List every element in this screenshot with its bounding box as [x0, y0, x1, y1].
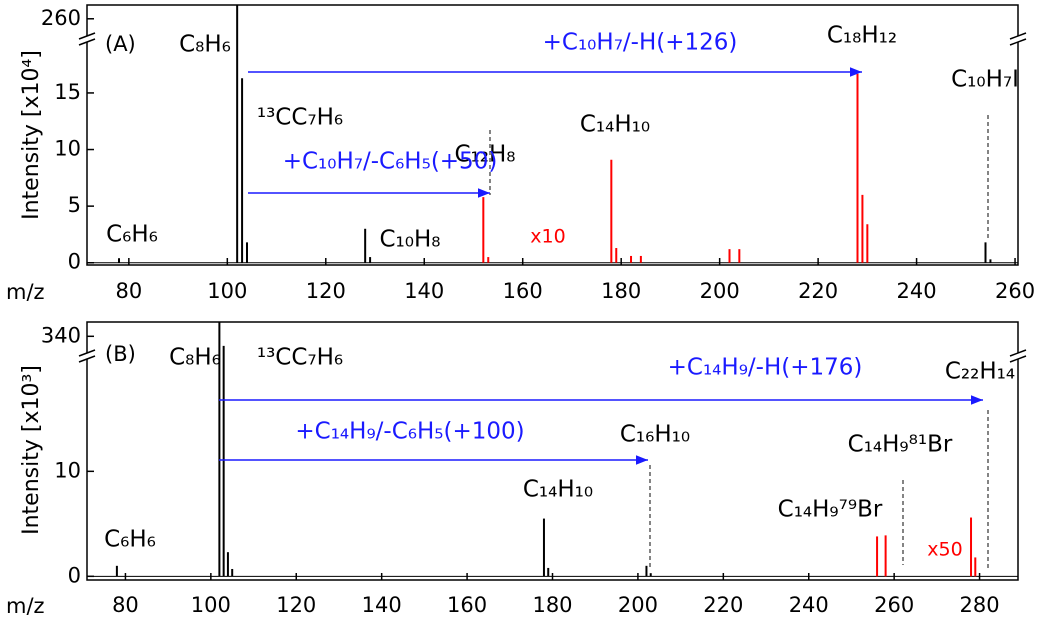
x-tick-label: 160 [503, 279, 543, 303]
x-tick-label: 240 [897, 279, 937, 303]
x-tick-label: 160 [447, 593, 487, 617]
x-tick-label: 200 [618, 593, 658, 617]
annotation: C₁₄H₁₀ [580, 112, 650, 138]
x-tick-label: 200 [700, 279, 740, 303]
annotation: C₆H₆ [106, 222, 158, 248]
annotation: ¹³CC₇H₆ [257, 105, 343, 131]
axis-break-gap [1010, 36, 1026, 42]
panel-label: (A) [105, 32, 136, 56]
x-tick-label: 80 [115, 279, 142, 303]
annotation: C₁₀H₇I [951, 67, 1019, 93]
x-tick-label: 140 [404, 279, 444, 303]
annotation: +C₁₄H₉/-H(+176) [668, 355, 863, 381]
annotation: +C₁₄H₉/-C₆H₅(+100) [295, 419, 524, 445]
annotation: +C₁₀H₇/-C₆H₅(+50) [283, 149, 498, 175]
annotation: C₈H₆ [169, 345, 221, 371]
y-tick-label: 340 [41, 323, 81, 347]
axis-break-mark [1009, 32, 1027, 40]
annotation: C₁₂H₈ [454, 142, 515, 168]
axis-break-mark [1009, 349, 1027, 357]
y-tick-label: 0 [68, 563, 81, 587]
x-tick-label: 220 [798, 279, 838, 303]
x-tick-label: 180 [601, 279, 641, 303]
scale-label: x10 [530, 226, 565, 248]
annotation: C₁₄H₉⁷⁹Br [778, 497, 883, 523]
scale-label: x50 [927, 539, 962, 561]
x-tick-label: 140 [362, 593, 402, 617]
x-tick-label: 240 [789, 593, 829, 617]
x-tick-label: 80 [112, 593, 139, 617]
axis-break-mark [78, 32, 96, 40]
annotation: C₁₆H₁₀ [620, 422, 690, 448]
y-axis-label: Intensity [x10⁴] [19, 50, 44, 220]
y-tick-label: 15 [54, 80, 81, 104]
axis-break-gap [79, 353, 95, 359]
annotation: C₁₀H₈ [379, 227, 440, 253]
y-tick-label: 10 [54, 458, 81, 482]
axis-break-mark [78, 355, 96, 363]
panel: 80 100 120 140 160 180 200 220 240 260 0 5 10 15 260 m/… [6, 4, 1035, 304]
axis-break-mark [78, 38, 96, 46]
annotation: C₂₂H₁₄ [945, 359, 1015, 385]
x-tick-label: 220 [703, 593, 743, 617]
x-tick-label: 280 [960, 593, 1000, 617]
x-axis-label: m/z [6, 594, 45, 618]
x-axis-label: m/z [6, 280, 45, 304]
y-tick-label: 0 [68, 250, 81, 274]
annotation: C₁₄H₉⁸¹Br [848, 432, 953, 458]
x-tick-label: 100 [191, 593, 231, 617]
x-tick-label: 100 [207, 279, 247, 303]
panel-label: (B) [105, 342, 136, 366]
axis-break-gap [79, 36, 95, 42]
annotation: C₈H₆ [179, 32, 231, 58]
annotation: +C₁₀H₇/-H(+126) [543, 30, 738, 56]
x-tick-label: 260 [995, 279, 1035, 303]
annotation: C₁₄H₁₀ [523, 477, 593, 503]
annotation: C₆H₆ [104, 527, 156, 553]
axis-break-mark [78, 349, 96, 357]
panel: 80 100 120 140 160 180 200 220 240 260 280 0 10 340 m/… [6, 321, 1027, 618]
x-tick-label: 180 [532, 593, 572, 617]
y-tick-label: 5 [68, 193, 81, 217]
annotation: ¹³CC₇H₆ [257, 345, 343, 371]
y-tick-label: 10 [54, 137, 81, 161]
y-axis-label: Intensity [x10³] [19, 365, 44, 535]
x-tick-label: 120 [306, 279, 346, 303]
x-tick-label: 120 [276, 593, 316, 617]
axis-break-mark [1009, 355, 1027, 363]
y-tick-label: 260 [41, 6, 81, 30]
axis-break-gap [1010, 353, 1026, 359]
annotation: C₁₈H₁₂ [827, 23, 897, 49]
plot-frame [86, 4, 1019, 266]
axis-break-mark [1009, 38, 1027, 46]
x-tick-label: 260 [874, 593, 914, 617]
